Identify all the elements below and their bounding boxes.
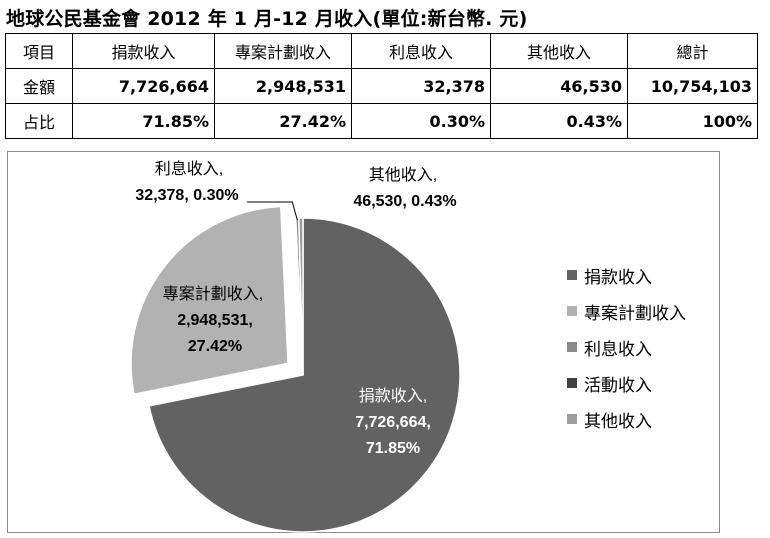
table-row-label: 金額 xyxy=(5,68,73,104)
table-header-cell: 總計 xyxy=(627,33,758,69)
leader-line-interest xyxy=(247,201,298,221)
table-header-cell: 捐款收入 xyxy=(72,33,215,69)
legend-label: 專案計劃收入 xyxy=(584,303,686,324)
legend-label: 其他收入 xyxy=(584,411,652,432)
legend-swatch xyxy=(567,414,577,424)
table-header-cell: 其他收入 xyxy=(490,33,628,69)
table-cell: 32,378 xyxy=(351,68,491,104)
table-cell: 2,948,531 xyxy=(214,68,352,104)
income-summary-table: 項目 捐款收入 專案計劃收入 利息收入 其他收入 總計 金額 7,726,664… xyxy=(5,33,758,139)
data-label-donation-value: 7,726,664, xyxy=(355,414,431,431)
data-label-other-value: 46,530, 0.43% xyxy=(353,193,456,210)
table-header-cell: 專案計劃收入 xyxy=(214,33,352,69)
legend-item: 利息收入 xyxy=(567,329,686,365)
slice-donation xyxy=(148,217,461,533)
table-cell: 0.43% xyxy=(490,103,628,139)
data-label-project-percent: 27.42% xyxy=(188,338,242,355)
legend-item: 專案計劃收入 xyxy=(567,293,686,329)
table-row-label: 占比 xyxy=(5,103,73,139)
legend-swatch xyxy=(567,270,577,280)
data-label-project-value: 2,948,531, xyxy=(177,312,253,329)
data-label-donation-percent: 71.85% xyxy=(366,440,420,457)
table-header-row: 項目 捐款收入 專案計劃收入 利息收入 其他收入 總計 xyxy=(5,33,758,69)
table-cell: 27.42% xyxy=(214,103,352,139)
table-cell: 10,754,103 xyxy=(627,68,758,104)
data-label-project-name: 專案計劃收入, xyxy=(163,285,263,303)
legend-label: 活動收入 xyxy=(584,375,652,396)
pie-chart: 捐款收入, 7,726,664, 71.85% 專案計劃收入, 2,948,53… xyxy=(130,160,461,533)
slice-other xyxy=(297,217,304,376)
table-cell: 0.30% xyxy=(351,103,491,139)
leader-lines xyxy=(247,201,298,221)
table-cell: 7,726,664 xyxy=(72,68,215,104)
data-label-other-name: 其他收入, xyxy=(369,166,437,184)
table-row-amount: 金額 7,726,664 2,948,531 32,378 46,530 10,… xyxy=(5,68,758,104)
chart-title: 地球公民基金會 2012 年 1 月-12 月收入(單位:新台幣. 元) xyxy=(6,8,528,30)
data-label-interest-name: 利息收入, xyxy=(155,160,223,178)
chart-area xyxy=(7,151,720,533)
legend-item: 其他收入 xyxy=(567,401,686,437)
table-cell: 100% xyxy=(627,103,758,139)
table-cell: 71.85% xyxy=(72,103,215,139)
slice-project xyxy=(130,205,289,396)
table-row-share: 占比 71.85% 27.42% 0.30% 0.43% 100% xyxy=(5,103,758,139)
pie-slices xyxy=(130,205,461,533)
legend-label: 捐款收入 xyxy=(584,267,652,288)
legend-swatch xyxy=(567,342,577,352)
data-label-interest-value: 32,378, 0.30% xyxy=(135,187,238,204)
data-label-donation-name: 捐款收入, xyxy=(359,387,427,405)
table-header-cell: 利息收入 xyxy=(351,33,491,69)
legend-swatch xyxy=(567,306,577,316)
legend-swatch xyxy=(567,378,577,388)
legend-label: 利息收入 xyxy=(584,339,652,360)
table-cell: 46,530 xyxy=(490,68,628,104)
legend-item: 活動收入 xyxy=(567,365,686,401)
legend-item: 捐款收入 xyxy=(567,257,686,293)
chart-legend: 捐款收入 專案計劃收入 利息收入 活動收入 其他收入 xyxy=(567,257,686,437)
table-header-cell: 項目 xyxy=(5,33,73,69)
